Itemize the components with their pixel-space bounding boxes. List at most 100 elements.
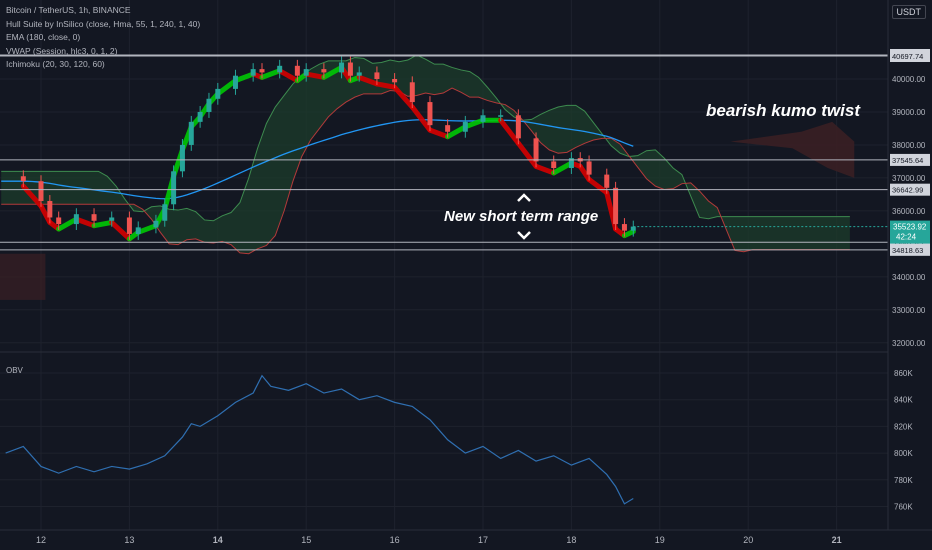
candle-body: [427, 102, 433, 126]
candle-body: [551, 161, 557, 169]
hull-segment: [232, 71, 256, 84]
hull-segment: [38, 203, 53, 225]
price-tick-label: 40000.00: [892, 75, 926, 84]
ema-line: [1, 119, 634, 200]
countdown-label: 42:24: [896, 233, 917, 242]
candle-body: [392, 79, 398, 83]
candle-body: [73, 214, 79, 225]
hull-segment: [551, 160, 574, 176]
price-tick-label: 33000.00: [892, 306, 926, 315]
legend-hull[interactable]: Hull Suite by InSilico (close, Hma, 55, …: [6, 18, 201, 29]
hull-segment: [515, 140, 539, 169]
candle-body: [480, 115, 486, 122]
price-axis-bg: [888, 0, 932, 550]
level-price-label: 37545.64: [892, 156, 923, 165]
price-tick-label: 34000.00: [892, 273, 926, 282]
symbol-title[interactable]: Bitcoin / TetherUS, 1h, BINANCE: [6, 5, 131, 15]
hull-segment: [498, 117, 521, 146]
obv-tick-label: 760K: [894, 503, 913, 512]
candle-body: [206, 98, 212, 112]
obv-tick-label: 780K: [894, 476, 913, 485]
candle-body: [277, 65, 283, 73]
obv-tick-label: 800K: [894, 449, 913, 458]
current-price-badge: [890, 220, 930, 244]
horizontal-levels[interactable]: [0, 54, 888, 251]
time-tick-label: 17: [478, 535, 488, 545]
hull-segment: [533, 163, 557, 176]
candle-body: [38, 181, 44, 201]
level-price-badge: [890, 243, 930, 256]
candle-body: [374, 72, 380, 79]
hull-segment: [215, 78, 238, 97]
level-price-label: 34818.63: [892, 246, 923, 255]
time-tick-label: 14: [213, 535, 223, 545]
candle-body: [630, 226, 636, 231]
obv-line: [5, 374, 634, 505]
candle-body: [498, 115, 504, 117]
candle-body: [462, 121, 468, 132]
hull-segment: [109, 219, 132, 242]
hull-segment: [303, 71, 327, 80]
kumo-bear-block: [0, 253, 46, 300]
price-tick-label: 36000.00: [892, 207, 926, 216]
candle-body: [250, 69, 256, 76]
candle-body: [339, 62, 345, 73]
legend-ema[interactable]: EMA (180, close, 0): [6, 32, 81, 42]
candlesticks: [20, 56, 636, 240]
indicator-legend: Bitcoin / TetherUS, 1h, BINANCE Hull Sui…: [6, 4, 200, 72]
level-price-badge: [890, 153, 930, 166]
price-tick-label: 39000.00: [892, 108, 926, 117]
kumo-twist-fill: [730, 121, 855, 178]
candle-body: [20, 176, 26, 182]
senkou-span-a: [1, 54, 850, 222]
candle-body: [294, 65, 300, 76]
obv-label: OBV: [6, 366, 24, 375]
hull-segment: [462, 117, 486, 130]
time-tick-label: 19: [655, 535, 665, 545]
candle-body: [568, 158, 574, 169]
candle-body: [515, 115, 521, 139]
time-tick-label: 16: [390, 535, 400, 545]
time-tick-label: 13: [124, 535, 134, 545]
hull-segment: [135, 223, 159, 235]
candle-body: [445, 125, 451, 132]
hull-segment: [277, 68, 300, 84]
level-price-label: 36642.99: [892, 186, 923, 195]
time-tick-label: 12: [36, 535, 46, 545]
time-tick-label: 21: [832, 535, 842, 545]
candle-body: [347, 62, 353, 76]
currency-badge[interactable]: USDT: [891, 5, 926, 19]
candle-body: [604, 174, 610, 188]
time-axis-bg: [0, 530, 932, 550]
hull-segment: [586, 177, 610, 196]
hull-segment: [321, 64, 345, 80]
candle-body: [162, 204, 168, 221]
legend-ichimoku[interactable]: Ichimoku (20, 30, 120, 60): [6, 59, 105, 69]
candle-body: [613, 187, 619, 225]
annotation-new-range: New short term range: [444, 208, 598, 225]
candle-body: [47, 200, 53, 218]
candle-body: [409, 82, 415, 103]
ichimoku-cloud: [0, 54, 855, 300]
legend-vwap[interactable]: VWAP (Session, hlc3, 0, 1, 2): [6, 45, 118, 56]
candle-body: [259, 69, 265, 73]
candle-body: [109, 217, 115, 221]
price-tick-label: 37000.00: [892, 174, 926, 183]
ema-180-line: [1, 119, 634, 200]
time-tick-label: 15: [301, 535, 311, 545]
hull-segment: [91, 219, 115, 229]
candle-body: [126, 217, 132, 234]
price-tick-label: 32000.00: [892, 339, 926, 348]
candle-body: [171, 171, 177, 205]
level-price-badge: [890, 183, 930, 196]
candle-body: [197, 111, 203, 122]
hull-segment: [427, 127, 451, 140]
candle-body: [135, 227, 141, 234]
hull-segment: [409, 104, 433, 133]
candle-body: [321, 69, 327, 73]
hull-segment: [621, 229, 636, 239]
annotation-bearish-kumo-twist: bearish kumo twist: [706, 101, 861, 120]
